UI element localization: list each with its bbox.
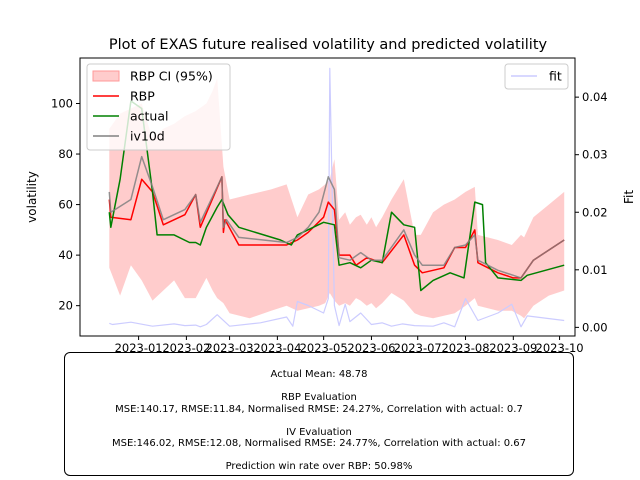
legend-entry-label: RBP CI (95%) [130,69,213,84]
iv-eval-metrics: MSE:146.02, RMSE:12.08, Normalised RMSE:… [111,438,527,449]
x-tick-label: 2023-08 [441,341,489,355]
series-rbp-line [108,176,565,279]
y-axis-label-left: volatility [25,171,39,223]
legend-left-box [86,63,231,151]
y-left-tick-label: 60 [58,198,73,212]
x-tick-label: 2023-09 [489,341,537,355]
y-left-tick-label: 80 [58,147,73,161]
series-iv10d-line [108,155,565,279]
actual-mean-text: Actual Mean: 48.78 [270,369,368,380]
legend-entry-label: iv10d [130,129,165,144]
rbp-eval-metrics: MSE:140.17, RMSE:11.84, Normalised RMSE:… [115,404,523,415]
y-right-tick-label: 0.04 [582,90,608,104]
evaluation-stats-box: Actual Mean: 48.78 RBP Evaluation MSE:14… [64,352,574,476]
win-rate-text: Prediction win rate over RBP: 50.98% [225,461,413,472]
y-right-tick-label: 0.01 [582,263,608,277]
y-axis-label-right: Fit [622,190,636,204]
legend-entry-label: fit [549,69,562,84]
y-right-tick-label: 0.02 [582,205,608,219]
legend-swatch-ci [92,70,120,82]
x-tick-label: 2023-07 [394,341,442,355]
x-tick-label: 2023-06 [347,341,395,355]
x-tick-label: 2023-01 [115,341,163,355]
y-right-tick-label: 0.03 [582,148,608,162]
x-tick-label: 2023-05 [300,341,348,355]
rbp-eval-header: RBP Evaluation [281,392,357,403]
plot-frame [79,57,576,337]
x-tick-label: 2023-03 [206,341,254,355]
iv-eval-header: IV Evaluation [286,427,352,438]
y-left-tick-label: 20 [58,299,73,313]
chart-title: Plot of EXAS future realised volatility … [109,37,548,53]
y-left-tick-label: 40 [58,248,73,262]
x-tick-label: 2023-04 [253,341,301,355]
x-tick-label: 2023-02 [162,341,210,355]
y-left-tick-label: 100 [51,96,73,110]
series-fit-line [109,67,565,328]
rbp-ci-band [109,78,565,319]
legend-entry-label: actual [130,109,169,124]
y-right-tick-label: 0.00 [582,320,608,334]
x-tick-label: 2023-10 [536,341,584,355]
legend-entry-label: RBP [130,89,155,104]
